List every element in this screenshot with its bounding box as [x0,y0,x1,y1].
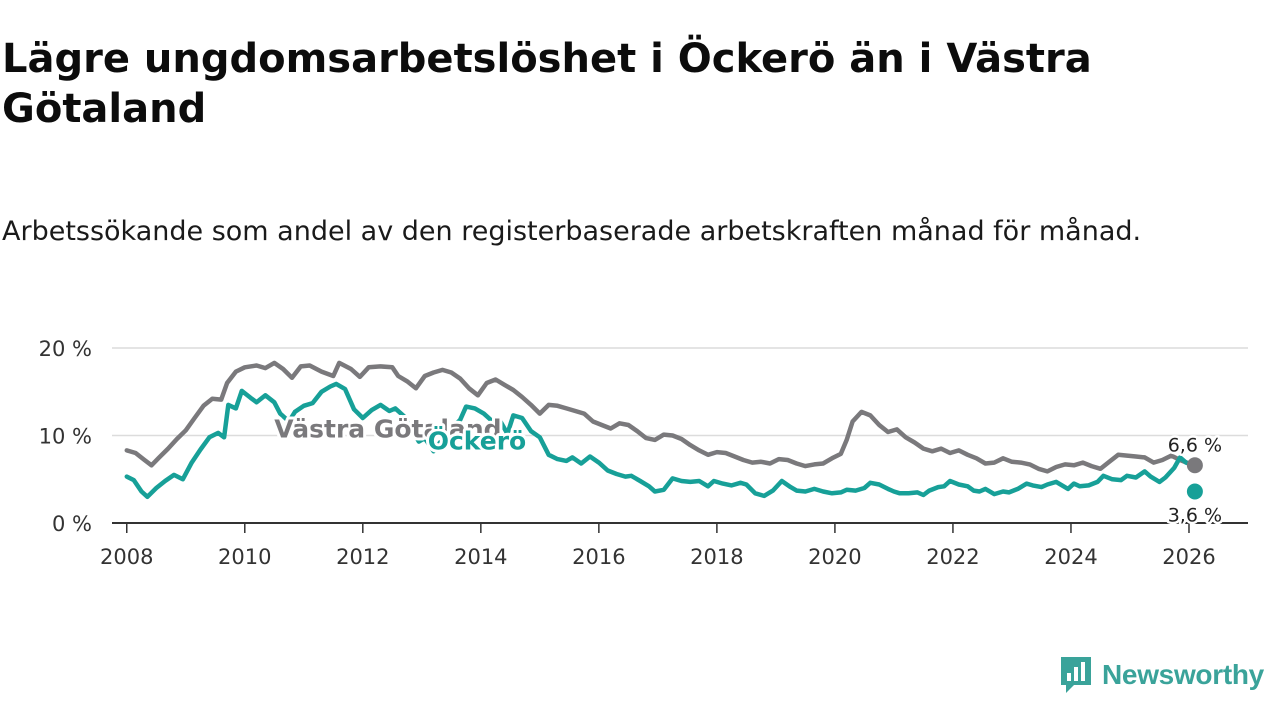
gridlines: 0 % 10 % 20 % [39,337,1248,536]
chart-title: Lägre ungdomsarbetslöshet i Öckerö än i … [2,36,1092,132]
newsworthy-wordmark: Newsworthy [1102,659,1264,690]
y-tick-label: 0 % [52,512,92,536]
series-line-vastra-gotaland [124,360,1198,474]
series-end-label: 6,6 % [1168,434,1222,456]
series-line-ockero [124,381,1198,500]
y-tick-label: 20 % [39,337,92,361]
x-tick-label: 2008 [100,545,153,569]
x-tick-label: 2010 [218,545,271,569]
series-label-ockero: Öckerö [428,426,527,456]
series-end-point [1186,457,1203,474]
x-tick-label: 2024 [1044,545,1097,569]
x-tick-label: 2016 [572,545,625,569]
x-tick-label: 2026 [1162,545,1215,569]
series-lines [124,360,1198,500]
x-tick-label: 2022 [926,545,979,569]
x-axis: 2008 2010 2012 2014 2016 2018 2020 2022 2024 2026 [100,522,1248,569]
series-labels: Västra Götaland 6,6 % Öckerö 3,6 % [271,411,1224,529]
chart-subtitle: Arbetssökande som andel av den registerb… [2,216,1142,247]
series-end-point [1186,483,1203,500]
x-tick-label: 2012 [336,545,389,569]
series-label-vastra-gotaland: Västra Götaland [274,414,501,443]
newsworthy-logo[interactable]: Newsworthy [1058,655,1264,695]
y-tick-label: 10 % [39,425,92,449]
x-tick-label: 2018 [690,545,743,569]
newsworthy-logo-icon [1061,657,1091,693]
x-tick-label: 2014 [454,545,507,569]
series-end-label: 3,6 % [1168,505,1222,527]
x-tick-label: 2020 [808,545,861,569]
